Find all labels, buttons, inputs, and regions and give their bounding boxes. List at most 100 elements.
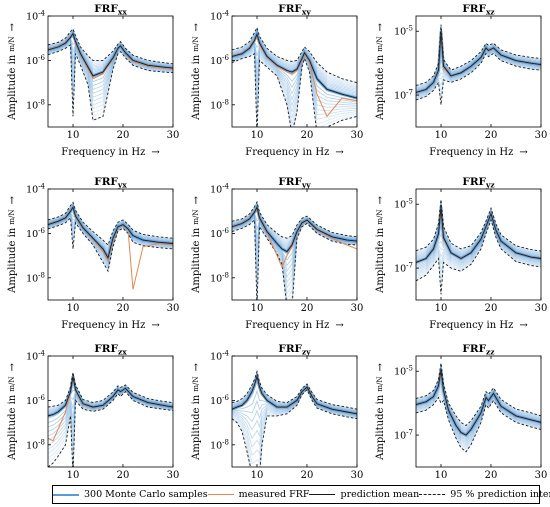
sample-line [48, 30, 173, 70]
y-tick-base: 10 [26, 100, 38, 111]
sample-line [416, 26, 541, 89]
sample-line [48, 41, 173, 110]
sample-line [416, 202, 541, 257]
panel-title-sub: xx [118, 8, 127, 17]
panel-title: FRFyy [278, 176, 311, 190]
y-tick-label: 10-4 [210, 10, 229, 23]
sample-line [232, 371, 357, 411]
interval-upper-line [48, 372, 173, 408]
measured-line [232, 34, 357, 118]
y-axis-unit: m/N [376, 36, 384, 51]
y-tick-base: 10 [210, 56, 222, 67]
sample-line [416, 364, 541, 428]
y-axis-label: Amplitude in m/N → [375, 195, 386, 293]
sample-line [416, 394, 541, 450]
sample-line [48, 390, 173, 455]
sample-line [232, 28, 357, 89]
sample-line [416, 218, 541, 287]
y-axis-label-text: Amplitude in [375, 52, 386, 121]
y-tick-label: 10-6 [210, 227, 229, 240]
panel-title-base: FRF [462, 343, 486, 355]
panel-frame [231, 355, 358, 468]
mean-line [416, 207, 541, 263]
x-axis-arrow: → [335, 147, 344, 158]
sample-line [416, 365, 541, 430]
sample-line [416, 214, 541, 271]
sample-line [416, 366, 541, 431]
sample-line [48, 39, 173, 98]
y-tick-label: 10-4 [26, 350, 45, 363]
y-tick-label: 10-4 [210, 350, 229, 363]
panel-title-base: FRF [94, 176, 118, 188]
y-tick-exponent: -8 [38, 438, 45, 446]
sample-line [416, 201, 541, 255]
y-tick-label: 10-6 [26, 394, 45, 407]
y-tick-label: 10-4 [26, 10, 45, 23]
plot-area-yx [48, 201, 173, 290]
y-axis-label: Amplitude in m/N → [7, 362, 18, 460]
sample-line [232, 43, 357, 105]
x-tick-label: 10 [67, 303, 80, 314]
x-axis-label: Frequency in Hz → [61, 147, 160, 158]
x-tick-label: 10 [67, 130, 80, 141]
measured-line [48, 207, 173, 290]
sample-line [232, 49, 357, 125]
sample-line [48, 390, 173, 465]
x-tick-label: 30 [167, 470, 180, 481]
sample-line [232, 52, 357, 127]
x-tick-label: 30 [535, 470, 548, 481]
x-tick-label: 20 [301, 130, 314, 141]
interval-lower-line [48, 44, 173, 121]
sample-line [48, 41, 173, 106]
plot-area-zz [416, 363, 541, 453]
x-tick-label: 20 [117, 303, 130, 314]
legend-label-measured: measured FRF [238, 489, 310, 500]
y-axis-unit: m/N [192, 376, 200, 391]
y-axis-unit: m/N [376, 376, 384, 391]
y-tick-base: 10 [210, 185, 222, 196]
sample-line [232, 387, 357, 448]
y-tick-base: 10 [394, 431, 406, 442]
sample-line [416, 216, 541, 277]
y-tick-base: 10 [210, 12, 222, 23]
y-axis-label: Amplitude in m/N → [375, 22, 386, 120]
y-axis-label-text: Amplitude in [7, 392, 18, 461]
panel-frame [231, 188, 358, 301]
x-tick-label: 30 [535, 303, 548, 314]
panel-title: FRFzy [278, 343, 311, 357]
plot-area-xx [48, 28, 173, 121]
y-axis-arrow: → [7, 362, 18, 371]
sample-line [416, 50, 541, 98]
panel-title: FRFyz [462, 176, 494, 190]
x-axis-label-text: Frequency in Hz [61, 320, 145, 331]
y-tick-label: 10-8 [210, 98, 229, 111]
y-tick-exponent: -8 [38, 271, 45, 279]
sample-line [232, 216, 357, 300]
x-tick-label: 10 [435, 130, 448, 141]
legend-label-samples: 300 Monte Carlo samples [84, 489, 208, 500]
mean-line [48, 376, 173, 417]
x-tick-label: 30 [351, 303, 364, 314]
panel-title: FRFzz [462, 343, 494, 357]
plot-area-xz [416, 24, 541, 105]
x-tick-label: 10 [251, 303, 264, 314]
y-tick-exponent: -4 [222, 183, 229, 191]
y-axis-label-text: Amplitude in [375, 392, 386, 461]
y-axis-label-text: Amplitude in [191, 225, 202, 294]
mean-line [232, 206, 357, 253]
y-tick-base: 10 [394, 200, 406, 211]
sample-line [416, 214, 541, 269]
panel-title-base: FRF [462, 176, 486, 188]
y-axis-label-text: Amplitude in [191, 52, 202, 121]
y-axis-label: Amplitude in m/N → [191, 22, 202, 120]
panel-title-sub: yy [301, 181, 311, 190]
y-axis-unit: m/N [8, 36, 16, 51]
y-axis-arrow: → [7, 22, 18, 31]
y-tick-exponent: -6 [38, 394, 45, 402]
y-tick-base: 10 [394, 27, 406, 38]
y-tick-label: 10-4 [210, 183, 229, 196]
